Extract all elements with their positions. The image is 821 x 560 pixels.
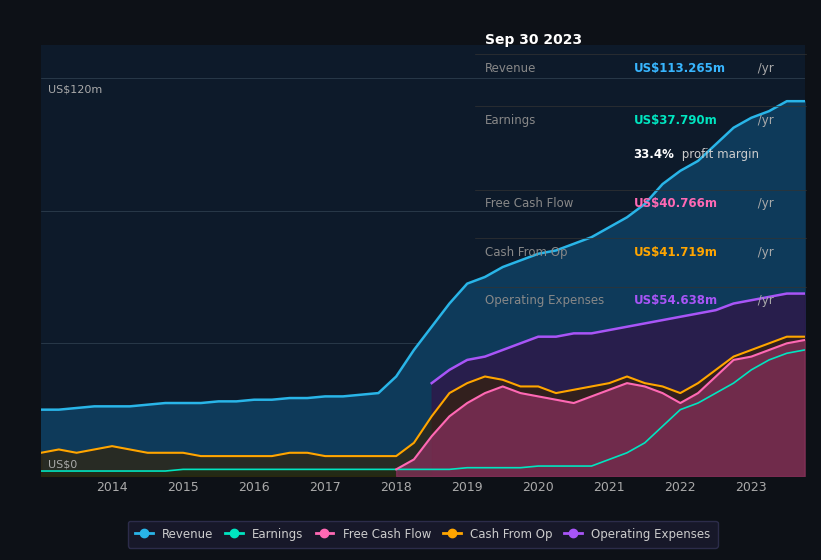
Text: /yr: /yr [754,246,774,259]
Text: Operating Expenses: Operating Expenses [485,294,604,307]
Text: /yr: /yr [754,114,774,127]
Text: US$120m: US$120m [48,85,103,95]
Text: /yr: /yr [754,197,774,210]
Text: Revenue: Revenue [485,62,537,74]
Text: US$41.719m: US$41.719m [634,246,718,259]
Legend: Revenue, Earnings, Free Cash Flow, Cash From Op, Operating Expenses: Revenue, Earnings, Free Cash Flow, Cash … [128,521,718,548]
Text: /yr: /yr [754,62,774,74]
Text: Cash From Op: Cash From Op [485,246,567,259]
Text: US$37.790m: US$37.790m [634,114,718,127]
Text: US$113.265m: US$113.265m [634,62,726,74]
Text: US$40.766m: US$40.766m [634,197,718,210]
Text: Free Cash Flow: Free Cash Flow [485,197,574,210]
Text: US$0: US$0 [48,459,77,469]
Text: 33.4%: 33.4% [634,148,674,161]
Text: profit margin: profit margin [678,148,759,161]
Text: Sep 30 2023: Sep 30 2023 [485,34,582,48]
Text: US$54.638m: US$54.638m [634,294,718,307]
Text: /yr: /yr [754,294,774,307]
Text: Earnings: Earnings [485,114,537,127]
